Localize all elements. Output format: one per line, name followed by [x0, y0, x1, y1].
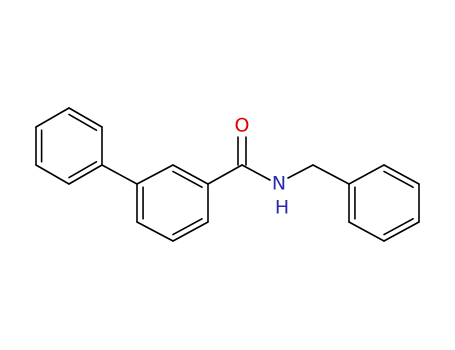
bond — [383, 221, 420, 242]
bond — [68, 164, 103, 185]
bond — [383, 170, 414, 189]
hydrogen-label: H — [275, 197, 289, 219]
bond — [348, 164, 385, 185]
bond — [348, 221, 385, 242]
bond — [68, 107, 103, 128]
bond — [383, 164, 420, 185]
bond — [287, 164, 314, 179]
nitrogen-label: N — [272, 173, 286, 195]
bond — [383, 217, 414, 236]
bond — [136, 221, 174, 242]
bond — [207, 164, 243, 185]
bond — [172, 170, 203, 189]
bond — [172, 164, 209, 185]
bond — [136, 164, 174, 185]
bond — [312, 164, 350, 185]
bonds — [35, 107, 420, 242]
bond — [241, 164, 271, 181]
oxygen-label: O — [235, 115, 250, 137]
bond — [172, 221, 209, 242]
bond — [68, 113, 98, 132]
bond — [101, 164, 138, 185]
bond — [35, 164, 70, 185]
bond — [172, 217, 203, 236]
bond — [35, 107, 70, 128]
bond — [68, 160, 98, 179]
